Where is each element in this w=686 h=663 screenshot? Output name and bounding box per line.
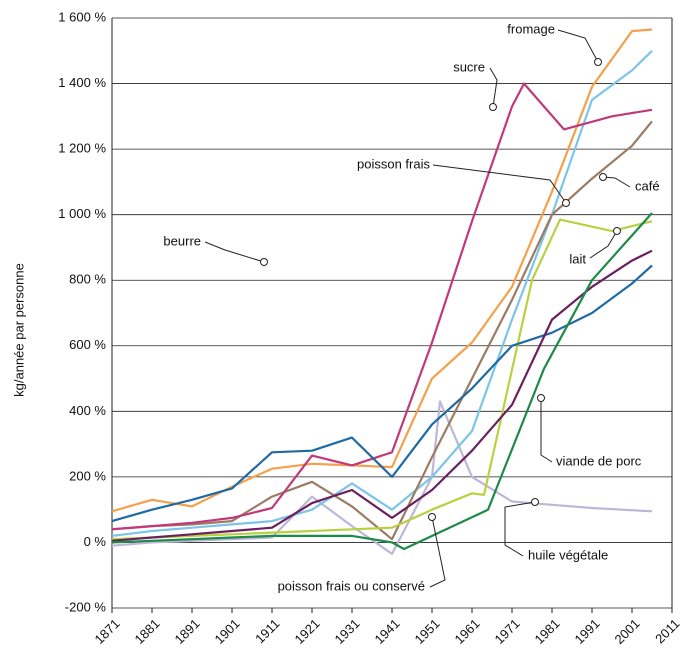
callout-line [504,501,536,557]
y-tick-label: 400 % [69,403,106,418]
x-tick-label: 1891 [171,616,202,647]
x-tick-label: 1931 [331,616,362,647]
series-label: poisson frais ou conservé [278,578,425,593]
callout-line [432,164,567,204]
callout-line [204,241,265,263]
series-label: fromage [507,21,555,36]
callout-line [489,67,498,108]
y-tick-label: 1 400 % [58,75,106,90]
y-tick-label: 200 % [69,468,106,483]
x-tick-label: 1961 [451,616,482,647]
x-tick-label: 1991 [571,616,602,647]
y-tick-label: 0 % [84,534,107,549]
callout-line [540,398,553,463]
y-tick-label: 1 000 % [58,206,106,221]
x-tick-label: 1951 [411,616,442,647]
y-tick-label: 600 % [69,337,106,352]
callout-line [589,230,618,259]
series-label: poisson frais [357,156,430,171]
x-tick-label: 1921 [291,616,322,647]
y-tick-label: 1 200 % [58,141,106,156]
y-axis-label: kg/année par personne [11,263,26,397]
callout-dot [489,103,497,111]
x-tick-label: 2011 [652,616,682,646]
series-label: café [635,178,660,193]
x-tick-label: 1971 [491,616,522,647]
series-line [111,218,653,541]
series-label: viande de porc [556,453,642,468]
x-tick-label: 1871 [91,616,122,647]
callout-dot [594,58,602,66]
series-line [111,264,653,523]
series-line [111,120,653,541]
x-tick-label: 1901 [211,616,242,647]
series-line [111,82,653,531]
y-tick-label: 1 600 % [58,9,106,24]
x-tick-label: 1941 [371,616,402,647]
callout-line [557,29,599,63]
series-line [111,212,653,551]
callout-dot [537,394,545,402]
series-label: lait [569,251,586,266]
y-tick-label: -200 % [65,599,107,614]
x-tick-label: 1911 [252,616,282,646]
callout-dot [613,227,621,235]
series-line [111,249,653,542]
series-label: sucre [453,59,485,74]
x-tick-label: 2001 [611,616,642,647]
x-tick-label: 1981 [531,616,562,647]
callout-dot [428,513,436,521]
callout-line [429,516,446,588]
x-tick-label: 1881 [131,616,162,647]
callout-dot [260,258,268,266]
callout-dot [599,173,607,181]
callout-line [602,176,631,188]
callout-dot [562,199,570,207]
callout-dot [531,498,539,506]
series-line [111,50,653,537]
y-tick-label: 800 % [69,272,106,287]
series-line [111,28,653,513]
series-label: beurre [163,233,201,248]
series-label: huile végétale [528,547,608,562]
series-line [111,400,653,555]
